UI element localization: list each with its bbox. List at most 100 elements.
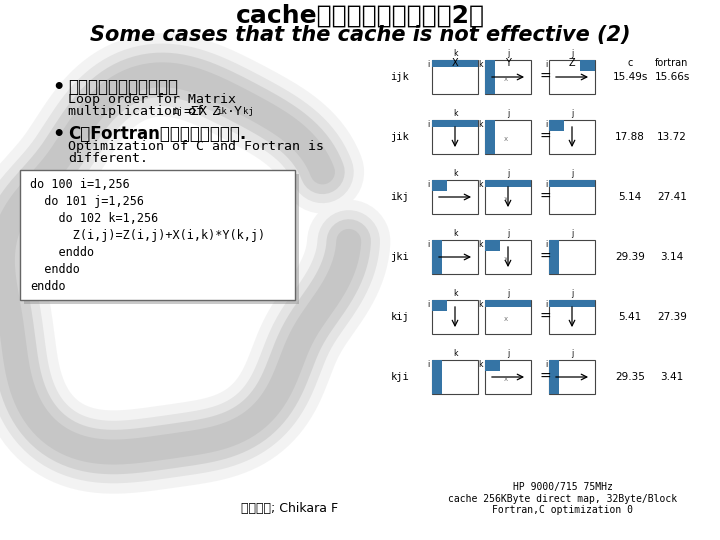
Text: 5.14: 5.14 <box>618 192 642 202</box>
Bar <box>432 60 478 68</box>
Text: i: i <box>545 120 547 129</box>
Text: i: i <box>545 180 547 189</box>
Text: k: k <box>453 109 457 118</box>
Text: ij: ij <box>172 107 183 116</box>
Text: =: = <box>539 310 551 324</box>
Bar <box>580 60 595 71</box>
Text: different.: different. <box>68 152 148 165</box>
Bar <box>485 300 531 334</box>
Text: j: j <box>571 109 573 118</box>
Text: k: k <box>479 240 483 249</box>
Text: cacheが有効でない場合（2）: cacheが有効でない場合（2） <box>235 4 485 28</box>
Text: =ΣX: =ΣX <box>183 105 207 118</box>
Text: do 101 j=1,256: do 101 j=1,256 <box>30 195 144 208</box>
Text: kji: kji <box>390 372 409 382</box>
Text: •: • <box>52 78 64 97</box>
Text: k: k <box>453 229 457 238</box>
Text: Loop order for Matrix: Loop order for Matrix <box>68 93 236 106</box>
Text: enddo: enddo <box>30 280 66 293</box>
Text: j: j <box>571 229 573 238</box>
Bar <box>485 120 531 154</box>
Text: j: j <box>571 49 573 58</box>
Bar <box>432 180 447 191</box>
Text: j: j <box>571 289 573 298</box>
Text: j: j <box>507 49 509 58</box>
Text: k: k <box>453 289 457 298</box>
Bar <box>549 180 595 214</box>
Bar <box>432 120 478 154</box>
Bar <box>485 120 495 154</box>
Text: i: i <box>428 60 430 69</box>
Text: do 100 i=1,256: do 100 i=1,256 <box>30 178 130 191</box>
Text: jik: jik <box>390 132 409 142</box>
Text: =: = <box>539 130 551 144</box>
Text: ·Y: ·Y <box>227 105 243 118</box>
Text: 5.41: 5.41 <box>618 312 642 322</box>
Text: i: i <box>428 180 430 189</box>
Text: enddo: enddo <box>30 263 80 276</box>
Text: 3.41: 3.41 <box>660 372 683 382</box>
Text: i: i <box>428 240 430 249</box>
Text: i: i <box>428 120 430 129</box>
Text: j: j <box>507 109 509 118</box>
Text: Z: Z <box>569 58 575 68</box>
Text: 29.35: 29.35 <box>615 372 645 382</box>
Text: 13.72: 13.72 <box>657 132 687 142</box>
Text: •: • <box>52 125 64 144</box>
Text: Z(i,j)=Z(i,j)+X(i,k)*Y(k,j): Z(i,j)=Z(i,j)+X(i,k)*Y(k,j) <box>30 229 265 242</box>
Text: i: i <box>545 240 547 249</box>
Text: do 102 k=1,256: do 102 k=1,256 <box>30 212 158 225</box>
Text: k: k <box>453 349 457 358</box>
Text: =: = <box>539 370 551 384</box>
Bar <box>20 170 295 300</box>
Text: X: X <box>451 58 459 68</box>
Text: jki: jki <box>390 252 409 262</box>
Bar <box>432 300 447 311</box>
Text: 福永　力; Chikara F: 福永 力; Chikara F <box>241 502 338 515</box>
Bar <box>549 300 595 307</box>
Text: multiplication of Z: multiplication of Z <box>68 105 220 118</box>
Bar <box>485 240 500 251</box>
Text: j: j <box>571 169 573 178</box>
Text: k: k <box>453 49 457 58</box>
Text: j: j <box>507 349 509 358</box>
Text: Y: Y <box>505 58 511 68</box>
Text: =: = <box>539 70 551 84</box>
Text: k: k <box>479 120 483 129</box>
Text: ijk: ijk <box>390 72 409 82</box>
Text: k: k <box>479 180 483 189</box>
Text: x: x <box>504 136 508 142</box>
Text: j: j <box>507 169 509 178</box>
Text: i: i <box>428 300 430 309</box>
Text: x: x <box>504 316 508 322</box>
Bar <box>485 180 531 187</box>
Bar <box>485 60 531 94</box>
Bar <box>485 360 500 371</box>
Bar <box>432 240 442 274</box>
Text: 17.88: 17.88 <box>615 132 645 142</box>
Text: k: k <box>479 60 483 69</box>
Text: enddo: enddo <box>30 246 94 259</box>
Bar <box>549 360 595 394</box>
Bar <box>432 360 442 394</box>
Bar <box>549 120 595 154</box>
Text: kj: kj <box>243 107 253 116</box>
Text: =: = <box>539 190 551 204</box>
Bar <box>485 300 531 307</box>
Text: k: k <box>453 169 457 178</box>
Bar <box>549 300 595 334</box>
Text: HP 9000/715 75MHz
cache 256KByte direct map, 32Byte/Block
Fortran,C optimization: HP 9000/715 75MHz cache 256KByte direct … <box>449 482 678 515</box>
Text: k: k <box>479 360 483 369</box>
Bar <box>485 240 531 274</box>
Bar <box>485 360 531 394</box>
Bar <box>432 360 478 394</box>
Text: x: x <box>504 376 508 382</box>
Bar <box>432 240 478 274</box>
Text: Some cases that the cache is not effective (2): Some cases that the cache is not effecti… <box>90 25 630 45</box>
Text: i: i <box>428 360 430 369</box>
Text: i: i <box>545 360 547 369</box>
Bar <box>485 180 531 214</box>
Bar <box>549 60 595 94</box>
Text: 行列計算の繰り返し順序: 行列計算の繰り返し順序 <box>68 78 178 96</box>
Text: 3.14: 3.14 <box>660 252 683 262</box>
